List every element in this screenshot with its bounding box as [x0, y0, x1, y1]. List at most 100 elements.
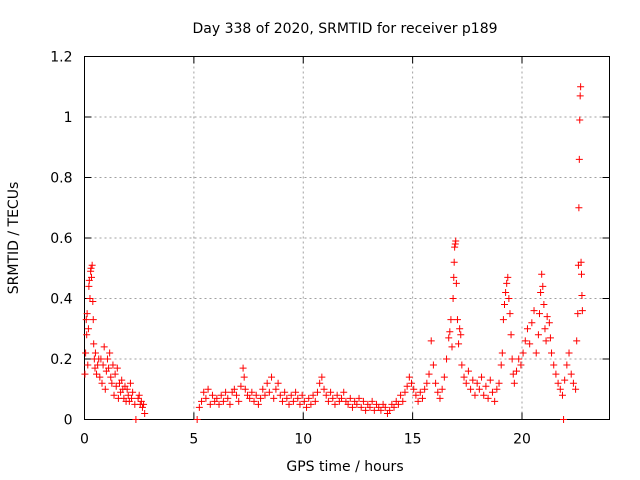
data-point	[517, 361, 525, 369]
data-point	[432, 379, 440, 387]
y-tick-label: 0.8	[50, 171, 72, 187]
data-point	[418, 394, 426, 402]
data-point	[200, 388, 208, 396]
data-point	[204, 385, 212, 393]
data-point	[532, 349, 540, 357]
data-point	[542, 337, 550, 345]
data-point	[206, 400, 214, 408]
data-point	[486, 376, 494, 384]
data-point	[509, 370, 517, 378]
data-point	[81, 370, 89, 378]
data-point	[578, 270, 585, 278]
axis-ticks	[84, 56, 610, 420]
data-point	[276, 391, 284, 399]
data-point	[90, 340, 98, 348]
data-point	[370, 406, 378, 414]
data-point	[89, 316, 97, 324]
data-point	[362, 406, 370, 414]
data-point	[235, 397, 243, 405]
data-point	[338, 394, 346, 402]
data-point	[482, 382, 490, 390]
data-point	[457, 331, 465, 339]
data-point	[305, 394, 313, 402]
data-point	[503, 279, 511, 287]
data-point	[83, 310, 91, 318]
data-point	[545, 319, 553, 327]
data-point	[394, 400, 402, 408]
grid-lines	[84, 56, 610, 420]
data-point	[294, 394, 302, 402]
data-point	[134, 394, 142, 402]
data-point	[265, 388, 273, 396]
data-point	[366, 403, 374, 411]
data-point	[85, 282, 93, 290]
data-point	[198, 397, 206, 405]
data-point	[283, 394, 291, 402]
data-point	[501, 301, 508, 309]
data-point	[534, 331, 542, 339]
data-point	[510, 379, 518, 387]
data-point	[550, 361, 558, 369]
tick-labels: 0 0.2 0.4 0.6 0.8 1 1.2 0 5 10 15 20	[50, 50, 531, 448]
data-point	[86, 295, 94, 302]
data-point	[427, 337, 435, 345]
data-point	[565, 349, 573, 357]
data-point	[429, 361, 437, 369]
data-point	[322, 391, 330, 399]
data-point	[458, 361, 466, 369]
data-point	[303, 403, 311, 411]
data-point	[237, 382, 245, 390]
data-point	[240, 373, 248, 381]
data-point	[298, 391, 306, 399]
data-point	[526, 340, 534, 348]
data-point	[577, 83, 585, 91]
data-point	[270, 394, 278, 402]
data-point	[355, 394, 363, 402]
data-point	[502, 288, 510, 296]
data-point	[327, 388, 335, 396]
data-point	[124, 391, 132, 399]
data-point	[491, 397, 499, 405]
data-point	[386, 406, 394, 414]
y-tick-label: 1.2	[50, 50, 72, 66]
data-point	[377, 406, 385, 414]
data-point	[261, 391, 269, 399]
data-point	[316, 379, 324, 387]
data-point	[100, 343, 108, 351]
data-point	[113, 364, 121, 372]
data-point	[504, 273, 512, 281]
data-point	[515, 355, 523, 363]
x-axis-label: GPS time / hours	[286, 459, 403, 475]
data-point	[246, 394, 254, 402]
data-point	[287, 391, 295, 399]
data-point	[135, 391, 143, 399]
data-point	[412, 391, 420, 399]
data-point	[416, 388, 424, 396]
data-point	[469, 376, 477, 384]
data-point	[112, 382, 120, 390]
data-point	[118, 376, 126, 384]
data-point	[89, 298, 97, 306]
data-point	[484, 394, 492, 402]
data-point	[513, 367, 521, 375]
data-point	[410, 385, 418, 393]
data-point	[572, 385, 580, 393]
data-point	[268, 373, 276, 381]
data-point	[307, 400, 315, 408]
data-point	[257, 394, 265, 402]
data-point	[530, 307, 538, 315]
data-point	[569, 379, 577, 387]
x-tick-label: 10	[294, 432, 312, 448]
data-point	[320, 385, 328, 393]
data-point	[324, 397, 332, 405]
data-point	[425, 370, 433, 378]
data-point	[98, 379, 106, 387]
data-point	[109, 361, 117, 369]
data-point	[575, 204, 583, 212]
data-point	[141, 409, 149, 417]
data-point	[390, 403, 398, 411]
data-point	[519, 349, 527, 357]
data-point	[126, 379, 134, 387]
data-point	[99, 361, 107, 369]
data-point	[438, 385, 446, 393]
